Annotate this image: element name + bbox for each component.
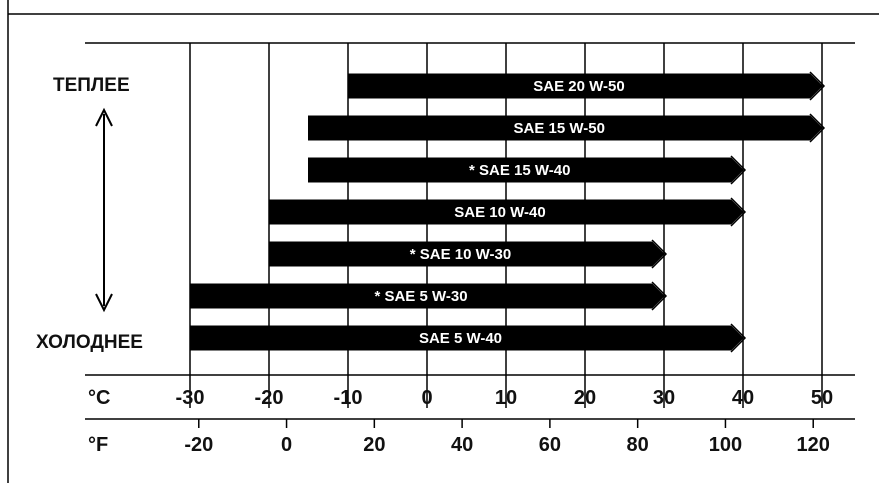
bar-sae-15-w-40 bbox=[308, 157, 744, 183]
bar-arrowhead-icon bbox=[730, 155, 747, 185]
bar-label: SAE 15 W-50 bbox=[514, 120, 605, 137]
bar-label: * SAE 10 W-30 bbox=[410, 246, 511, 263]
colder-label: ХОЛОДНЕЕ bbox=[36, 332, 143, 353]
fahrenheit-tick-label: 80 bbox=[627, 434, 649, 456]
bar-label: * SAE 15 W-40 bbox=[469, 162, 570, 179]
bar-arrowhead-icon bbox=[809, 71, 826, 101]
celsius-tick-label: 0 bbox=[421, 387, 432, 409]
bar-arrowhead-icon bbox=[730, 197, 747, 227]
celsius-tick-label: -20 bbox=[255, 387, 284, 409]
bar-arrowhead-icon bbox=[809, 113, 826, 143]
bar-arrowhead-icon bbox=[730, 323, 747, 353]
bar-label: SAE 5 W-40 bbox=[419, 330, 502, 347]
fahrenheit-tick-labels: -20 0 20 40 60 80 100 120 bbox=[184, 419, 830, 456]
celsius-tick-label: -10 bbox=[334, 387, 363, 409]
bar-arrowhead-icon bbox=[651, 239, 668, 269]
fahrenheit-unit-label: °F bbox=[88, 434, 108, 456]
bars-group: SAE 20 W-50 SAE 15 W-50 * SAE 15 W-40 SAE 1… bbox=[189, 71, 826, 353]
celsius-tick-label: -30 bbox=[176, 387, 205, 409]
celsius-tick-labels: -30 -20 -10 0 10 20 30 40 50 bbox=[176, 375, 833, 409]
celsius-tick-label: 50 bbox=[811, 387, 833, 409]
fahrenheit-tick-label: 100 bbox=[709, 434, 742, 456]
bar-sae-10-w-30 bbox=[268, 241, 665, 267]
double-arrow-icon bbox=[95, 107, 113, 313]
bar-arrowhead-icon bbox=[651, 281, 668, 311]
warmer-label: ТЕПЛЕЕ bbox=[53, 75, 130, 96]
bar-sae-20-w-50 bbox=[347, 73, 823, 99]
bar-label: * SAE 5 W-30 bbox=[374, 288, 467, 305]
fahrenheit-tick-label: 60 bbox=[539, 434, 561, 456]
celsius-tick-label: 30 bbox=[653, 387, 675, 409]
bar-sae-5-w-40 bbox=[189, 325, 744, 351]
fahrenheit-tick-label: -20 bbox=[184, 434, 213, 456]
bar-label: SAE 10 W-40 bbox=[454, 204, 545, 221]
fahrenheit-tick-label: 120 bbox=[797, 434, 830, 456]
celsius-tick-label: 10 bbox=[495, 387, 517, 409]
fahrenheit-tick-label: 0 bbox=[281, 434, 292, 456]
fahrenheit-tick-label: 40 bbox=[451, 434, 473, 456]
bar-label: SAE 20 W-50 bbox=[533, 78, 624, 95]
celsius-tick-label: 40 bbox=[732, 387, 754, 409]
celsius-tick-label: 20 bbox=[574, 387, 596, 409]
bar-sae-5-w-30 bbox=[189, 283, 665, 309]
bar-sae-10-w-40 bbox=[268, 199, 744, 225]
bar-sae-15-w-50 bbox=[308, 115, 823, 141]
fahrenheit-tick-label: 20 bbox=[363, 434, 385, 456]
celsius-unit-label: °C bbox=[88, 387, 110, 409]
